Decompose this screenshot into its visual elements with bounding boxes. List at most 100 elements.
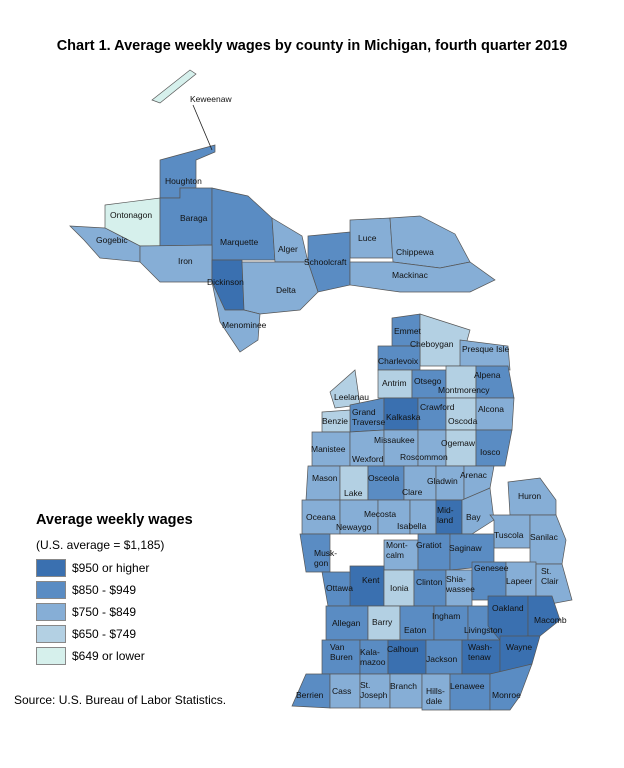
county-label-chippewa: Chippewa: [396, 247, 434, 257]
county-leelanau: [329, 369, 361, 409]
county-label-washtenaw: Wash-tenaw: [468, 642, 492, 662]
county-macomb: [527, 595, 561, 637]
county-schoolcraft: [307, 231, 351, 293]
county-label-gogebic: Gogebic: [96, 235, 128, 245]
legend-label: $650 - $749: [72, 627, 137, 641]
county-label-roscommon: Roscommon: [400, 452, 448, 462]
county-chippewa: [389, 215, 471, 269]
legend: $950 or higher $850 - $949 $750 - $849 $…: [36, 558, 166, 668]
legend-swatch: [36, 603, 66, 621]
county-label-genesee: Genesee: [474, 563, 509, 573]
county-alcona: [475, 397, 515, 431]
county-label-mackinac: Mackinac: [392, 270, 429, 280]
legend-label: $850 - $949: [72, 583, 137, 597]
county-label-tuscola: Tuscola: [494, 530, 524, 540]
county-label-ionia: Ionia: [390, 583, 409, 593]
legend-swatch: [36, 559, 66, 577]
county-keweenaw: [151, 69, 197, 104]
county-label-marquette: Marquette: [220, 237, 259, 247]
county-sanilac: [529, 514, 567, 565]
legend-label: $649 or lower: [72, 649, 145, 663]
legend-label: $750 - $849: [72, 605, 137, 619]
county-iosco: [475, 429, 513, 467]
county-ogemaw: [445, 429, 477, 467]
county-label-van-buren: Van Buren: [330, 642, 353, 662]
county-label-alpena: Alpena: [474, 370, 501, 380]
county-mackinac: [349, 261, 496, 293]
county-iron: [139, 244, 213, 283]
county-label-calhoun: Calhoun: [387, 644, 419, 654]
county-st-clair: [535, 563, 573, 607]
leader-line: [192, 104, 213, 151]
county-lenawee: [449, 673, 491, 711]
legend-swatch: [36, 647, 66, 665]
county-label-lenawee: Lenawee: [450, 681, 485, 691]
county-label-mason: Mason: [312, 473, 338, 483]
county-mason: [305, 465, 341, 501]
county-label-oceana: Oceana: [306, 512, 336, 522]
county-kent: [349, 565, 385, 607]
county-label-ingham: Ingham: [432, 611, 460, 621]
county-alger: [271, 217, 309, 263]
legend-note: (U.S. average = $1,185): [36, 538, 165, 552]
county-label-kent: Kent: [362, 575, 380, 585]
county-label-ontonagon: Ontonagon: [110, 210, 152, 220]
county-label-iosco: Iosco: [480, 447, 501, 457]
county-label-benzie: Benzie: [322, 416, 348, 426]
county-label-st-clair: St. Clair: [541, 566, 559, 586]
legend-item: $850 - $949: [36, 580, 166, 602]
county-label-kalkaska: Kalkaska: [386, 412, 421, 422]
county-label-wayne: Wayne: [506, 642, 532, 652]
county-label-schoolcraft: Schoolcraft: [304, 257, 347, 267]
county-osceola: [367, 465, 405, 501]
county-label-gratiot: Gratiot: [416, 540, 442, 550]
county-label-livingston: Livingston: [464, 625, 503, 635]
chart-title: Chart 1. Average weekly wages by county …: [56, 38, 568, 54]
legend-title: Average weekly wages: [36, 512, 193, 528]
legend-item: $750 - $849: [36, 602, 166, 624]
county-label-grand-traverse: Grand Traverse: [352, 407, 385, 427]
county-monroe: [489, 663, 533, 711]
county-label-lake: Lake: [344, 488, 363, 498]
legend-swatch: [36, 625, 66, 643]
county-menominee: [211, 281, 261, 353]
legend-swatch: [36, 581, 66, 599]
county-label-newaygo: Newaygo: [336, 522, 372, 532]
county-label-monroe: Monroe: [492, 690, 521, 700]
source-note: Source: U.S. Bureau of Labor Statistics.: [14, 693, 227, 707]
county-label-ogemaw: Ogemaw: [441, 438, 476, 448]
county-label-isabella: Isabella: [397, 521, 427, 531]
county-label-luce: Luce: [358, 233, 377, 243]
county-label-missaukee: Missaukee: [374, 435, 415, 445]
county-label-jackson: Jackson: [426, 654, 457, 664]
county-label-ottawa: Ottawa: [326, 583, 353, 593]
legend-label: $950 or higher: [72, 561, 150, 575]
county-label-alcona: Alcona: [478, 404, 504, 414]
county-label-allegan: Allegan: [332, 618, 361, 628]
county-label-alger: Alger: [278, 244, 298, 254]
county-label-cass: Cass: [332, 686, 351, 696]
county-label-manistee: Manistee: [311, 444, 346, 454]
county-label-cheboygan: Cheboygan: [410, 339, 454, 349]
legend-item: $650 - $749: [36, 624, 166, 646]
county-label-wexford: Wexford: [352, 454, 384, 464]
county-label-midland: Mid-land: [437, 505, 454, 525]
county-label-branch: Branch: [390, 681, 417, 691]
county-label-antrim: Antrim: [382, 378, 407, 388]
county-label-houghton: Houghton: [165, 176, 202, 186]
county-marquette: [211, 187, 276, 261]
county-label-lapeer: Lapeer: [506, 576, 533, 586]
county-label-macomb: Macomb: [534, 615, 567, 625]
county-label-delta: Delta: [276, 285, 296, 295]
county-label-sanilac: Sanilac: [530, 532, 559, 542]
county-label-mecosta: Mecosta: [364, 509, 396, 519]
county-label-eaton: Eaton: [404, 625, 426, 635]
county-label-presque-isle: Presque Isle: [462, 344, 510, 354]
county-label-barry: Barry: [372, 617, 393, 627]
county-label-dickinson: Dickinson: [207, 277, 244, 287]
county-label-st-joseph: St. Joseph: [360, 680, 388, 700]
county-label-charlevoix: Charlevoix: [378, 356, 419, 366]
county-label-otsego: Otsego: [414, 376, 442, 386]
county-tuscola: [489, 514, 531, 549]
